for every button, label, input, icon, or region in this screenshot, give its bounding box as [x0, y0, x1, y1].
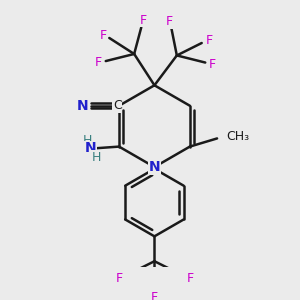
Text: F: F — [115, 272, 122, 285]
Text: C: C — [113, 99, 122, 112]
Text: N: N — [77, 99, 88, 113]
Text: F: F — [140, 14, 147, 27]
Text: H: H — [82, 134, 92, 147]
Text: N: N — [148, 160, 160, 174]
Text: F: F — [151, 291, 158, 300]
Text: F: F — [95, 56, 102, 69]
Text: N: N — [85, 141, 96, 155]
Text: F: F — [100, 29, 106, 42]
Text: F: F — [166, 15, 173, 28]
Text: F: F — [209, 58, 216, 71]
Text: H: H — [91, 151, 101, 164]
Text: CH₃: CH₃ — [226, 130, 249, 143]
Text: F: F — [205, 34, 212, 47]
Text: F: F — [186, 272, 194, 285]
